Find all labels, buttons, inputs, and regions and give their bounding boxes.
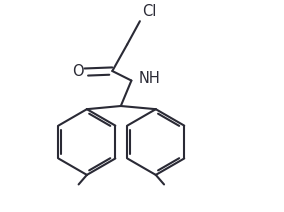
Text: Cl: Cl bbox=[142, 4, 156, 19]
Text: NH: NH bbox=[139, 71, 160, 86]
Text: O: O bbox=[72, 64, 84, 79]
